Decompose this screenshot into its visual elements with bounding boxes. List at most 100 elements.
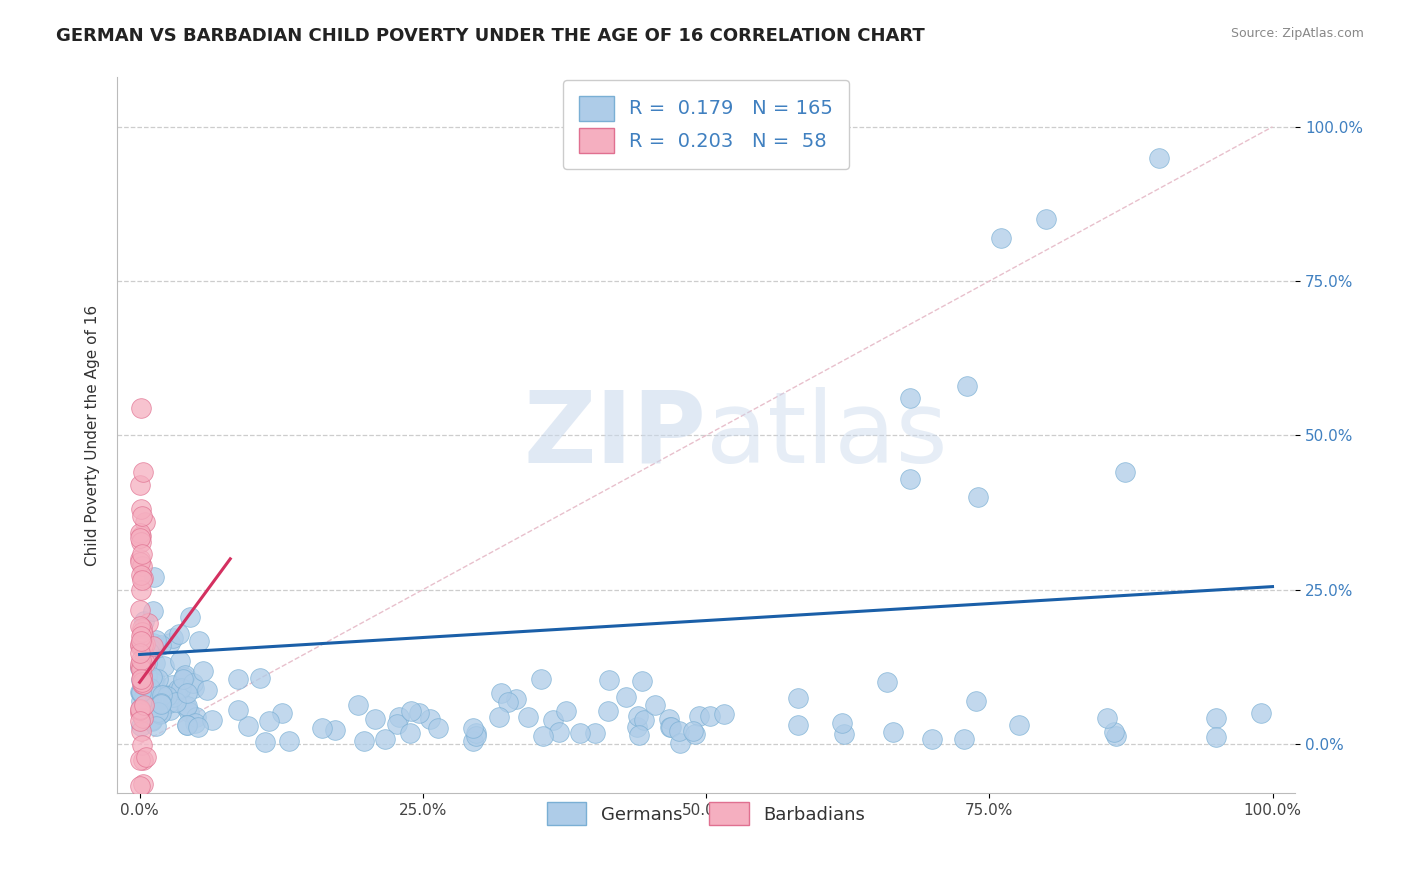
Point: [131, 705, 153, 719]
Point: [364, 712, 387, 726]
Point: [128, 603, 150, 617]
Point: [139, 681, 162, 695]
Point: [129, 724, 152, 739]
Point: [156, 690, 179, 704]
Point: [129, 535, 152, 549]
Point: [644, 698, 666, 713]
Point: [374, 732, 396, 747]
Point: [146, 706, 169, 720]
Point: [143, 675, 166, 690]
Point: [1035, 212, 1057, 227]
Point: [531, 729, 554, 743]
Point: [183, 676, 205, 690]
Point: [1205, 731, 1227, 745]
Point: [201, 713, 224, 727]
Point: [323, 723, 346, 737]
Point: [139, 701, 162, 715]
Point: [129, 477, 152, 491]
Point: [162, 631, 184, 645]
Point: [1114, 466, 1136, 480]
Point: [142, 639, 165, 653]
Point: [832, 727, 855, 741]
Point: [548, 724, 571, 739]
Point: [129, 662, 152, 676]
Point: [541, 714, 564, 728]
Point: [131, 674, 153, 689]
Point: [585, 726, 607, 740]
Point: [143, 690, 166, 705]
Point: [461, 734, 484, 748]
Point: [129, 703, 152, 717]
Point: [129, 714, 152, 728]
Point: [131, 466, 153, 480]
Point: [129, 646, 152, 660]
Point: [1105, 729, 1128, 743]
Point: [399, 726, 422, 740]
Point: [419, 712, 441, 726]
Point: [146, 672, 169, 686]
Point: [183, 681, 205, 696]
Point: [172, 672, 194, 686]
Point: [139, 682, 162, 697]
Point: [1095, 711, 1118, 725]
Point: [176, 699, 198, 714]
Point: [128, 660, 150, 674]
Point: [134, 515, 156, 529]
Point: [129, 567, 152, 582]
Point: [128, 702, 150, 716]
Point: [388, 710, 411, 724]
Point: [129, 693, 152, 707]
Point: [555, 704, 578, 718]
Point: [401, 704, 423, 718]
Point: [152, 690, 174, 704]
Point: [139, 641, 162, 656]
Point: [169, 682, 191, 697]
Point: [129, 401, 152, 416]
Point: [669, 736, 692, 750]
Point: [167, 627, 190, 641]
Point: [498, 695, 520, 709]
Point: [132, 615, 155, 629]
Point: [831, 715, 853, 730]
Point: [142, 604, 165, 618]
Point: [169, 654, 191, 668]
Text: ZIP: ZIP: [523, 387, 706, 483]
Point: [278, 734, 301, 748]
Point: [132, 797, 155, 811]
Point: [658, 721, 681, 735]
Point: [165, 695, 187, 709]
Point: [921, 732, 943, 747]
Point: [187, 720, 209, 734]
Point: [131, 621, 153, 635]
Point: [129, 673, 152, 687]
Point: [136, 648, 159, 663]
Point: [174, 700, 197, 714]
Point: [489, 686, 512, 700]
Point: [270, 706, 292, 720]
Point: [136, 615, 159, 630]
Point: [128, 657, 150, 672]
Point: [128, 619, 150, 633]
Point: [128, 531, 150, 545]
Point: [226, 673, 249, 687]
Point: [129, 686, 152, 700]
Point: [129, 640, 152, 654]
Point: [311, 721, 333, 735]
Point: [1250, 706, 1272, 721]
Point: [787, 691, 810, 706]
Point: [427, 721, 450, 735]
Point: [898, 472, 921, 486]
Point: [135, 680, 157, 694]
Point: [135, 749, 157, 764]
Point: [249, 671, 271, 685]
Point: [136, 707, 159, 722]
Point: [659, 720, 682, 734]
Point: [176, 686, 198, 700]
Point: [176, 718, 198, 732]
Point: [253, 735, 276, 749]
Point: [129, 684, 152, 698]
Point: [160, 678, 183, 692]
Point: [129, 753, 152, 767]
Point: [141, 670, 163, 684]
Point: [598, 673, 620, 688]
